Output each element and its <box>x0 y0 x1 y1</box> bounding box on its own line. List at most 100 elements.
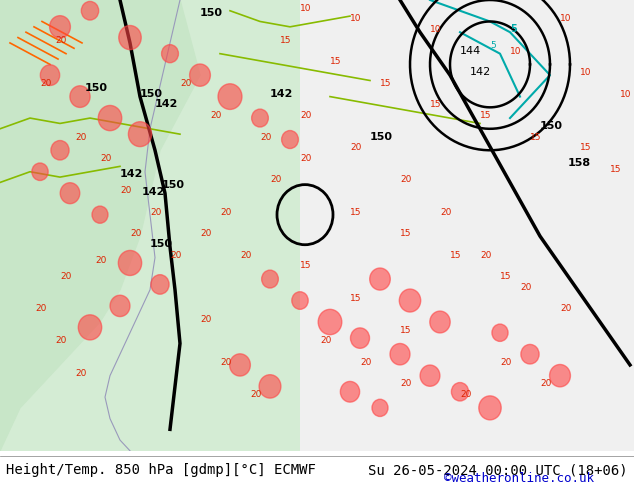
Text: 20: 20 <box>460 390 471 399</box>
Circle shape <box>48 14 72 40</box>
Text: 20: 20 <box>180 79 191 88</box>
Text: 20: 20 <box>220 208 231 217</box>
Text: 150: 150 <box>370 131 393 142</box>
Text: 10: 10 <box>580 68 592 77</box>
Text: 15: 15 <box>330 57 342 67</box>
Text: 20: 20 <box>75 368 86 378</box>
Text: 15: 15 <box>610 165 621 174</box>
Circle shape <box>281 130 299 149</box>
Text: 20: 20 <box>150 208 162 217</box>
Text: 20: 20 <box>250 390 261 399</box>
Text: 20: 20 <box>170 250 181 260</box>
Circle shape <box>288 288 312 314</box>
Text: 15: 15 <box>380 79 392 88</box>
Circle shape <box>390 343 410 365</box>
Circle shape <box>119 251 141 275</box>
Text: 20: 20 <box>210 111 221 120</box>
FancyBboxPatch shape <box>300 0 634 451</box>
Text: 15: 15 <box>580 143 592 152</box>
Text: 142: 142 <box>155 99 178 109</box>
Text: 20: 20 <box>270 175 281 184</box>
Circle shape <box>551 366 569 386</box>
Circle shape <box>49 139 70 162</box>
Text: 20: 20 <box>60 272 72 281</box>
Text: 15: 15 <box>400 326 411 335</box>
Text: 20: 20 <box>220 358 231 367</box>
Text: 142: 142 <box>270 89 294 98</box>
Text: 150: 150 <box>200 8 223 18</box>
Text: 20: 20 <box>40 79 51 88</box>
Text: 20: 20 <box>540 379 552 389</box>
Text: 20: 20 <box>35 304 46 313</box>
Text: 15: 15 <box>350 294 361 302</box>
Circle shape <box>262 377 278 395</box>
Text: 20: 20 <box>75 132 86 142</box>
Text: Height/Temp. 850 hPa [gdmp][°C] ECMWF: Height/Temp. 850 hPa [gdmp][°C] ECMWF <box>6 464 316 477</box>
Text: 20: 20 <box>500 358 512 367</box>
Circle shape <box>122 28 139 47</box>
Text: 150: 150 <box>162 180 185 190</box>
Text: 20: 20 <box>95 256 107 265</box>
Circle shape <box>90 204 110 225</box>
Circle shape <box>340 381 359 402</box>
Text: 20: 20 <box>300 111 311 120</box>
Text: 150: 150 <box>140 89 163 98</box>
Circle shape <box>258 266 282 292</box>
Circle shape <box>448 379 472 404</box>
Text: ©weatheronline.co.uk: ©weatheronline.co.uk <box>444 472 594 485</box>
Text: 10: 10 <box>620 90 631 98</box>
Text: 10: 10 <box>560 15 571 24</box>
Text: 10: 10 <box>350 15 361 24</box>
Text: 20: 20 <box>480 250 491 260</box>
Text: 15: 15 <box>480 111 491 120</box>
Text: Su 26-05-2024 00:00 UTC (18+06): Su 26-05-2024 00:00 UTC (18+06) <box>368 464 628 477</box>
Text: 20: 20 <box>200 315 211 324</box>
Text: 150: 150 <box>150 239 173 249</box>
Text: 15: 15 <box>350 208 361 217</box>
Text: 10: 10 <box>430 25 441 34</box>
Circle shape <box>319 310 341 334</box>
Text: 142: 142 <box>470 67 491 77</box>
Circle shape <box>82 318 98 336</box>
Text: 20: 20 <box>55 337 67 345</box>
Circle shape <box>80 0 100 22</box>
Text: 20: 20 <box>360 358 372 367</box>
Text: 158: 158 <box>568 158 591 169</box>
Text: 150: 150 <box>85 83 108 93</box>
Text: 15: 15 <box>300 261 311 270</box>
Text: 20: 20 <box>350 143 361 152</box>
Circle shape <box>522 345 538 363</box>
Text: 15: 15 <box>430 100 441 109</box>
Text: 20: 20 <box>400 175 411 184</box>
Circle shape <box>62 184 78 202</box>
Circle shape <box>190 65 210 86</box>
Text: 15: 15 <box>450 250 462 260</box>
Polygon shape <box>0 0 200 451</box>
Circle shape <box>162 45 179 63</box>
Text: 150: 150 <box>540 121 563 131</box>
Text: 20: 20 <box>400 379 411 389</box>
Circle shape <box>481 398 499 417</box>
Circle shape <box>72 87 89 106</box>
Circle shape <box>398 288 422 313</box>
Text: 20: 20 <box>130 229 141 238</box>
Text: 142: 142 <box>142 187 165 197</box>
Circle shape <box>231 355 249 375</box>
Circle shape <box>221 88 238 106</box>
Text: 10: 10 <box>300 4 311 13</box>
Circle shape <box>370 268 391 291</box>
Text: 15: 15 <box>500 272 512 281</box>
Text: 15: 15 <box>530 132 541 142</box>
Circle shape <box>110 295 129 316</box>
Text: 20: 20 <box>320 337 332 345</box>
Circle shape <box>129 122 151 146</box>
Text: 142: 142 <box>120 169 143 179</box>
Text: 20: 20 <box>100 154 112 163</box>
Circle shape <box>30 161 51 183</box>
Circle shape <box>429 310 451 334</box>
Circle shape <box>351 329 368 347</box>
Text: 5: 5 <box>490 41 496 50</box>
Text: 20: 20 <box>240 250 251 260</box>
Circle shape <box>371 398 389 417</box>
Text: 20: 20 <box>260 132 271 142</box>
